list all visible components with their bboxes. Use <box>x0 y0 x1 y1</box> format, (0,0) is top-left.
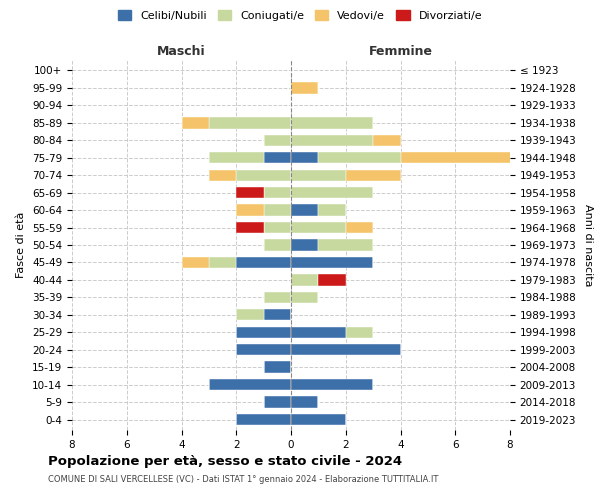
Bar <box>291 204 319 216</box>
Bar <box>209 117 291 128</box>
Bar <box>291 326 346 338</box>
Bar <box>263 396 291 407</box>
Legend: Celibi/Nubili, Coniugati/e, Vedovi/e, Divorziati/e: Celibi/Nubili, Coniugati/e, Vedovi/e, Di… <box>113 6 487 25</box>
Bar <box>236 222 263 233</box>
Bar <box>236 187 263 198</box>
Bar <box>209 170 236 181</box>
Bar <box>346 326 373 338</box>
Bar <box>263 134 291 146</box>
Bar <box>263 187 291 198</box>
Bar <box>291 134 373 146</box>
Bar <box>263 222 291 233</box>
Bar <box>182 257 209 268</box>
Bar <box>319 274 346 285</box>
Bar <box>236 204 263 216</box>
Bar <box>236 170 291 181</box>
Bar <box>236 344 291 356</box>
Bar <box>236 326 291 338</box>
Bar <box>291 396 319 407</box>
Bar <box>263 240 291 250</box>
Bar <box>182 117 209 128</box>
Bar <box>291 117 373 128</box>
Bar <box>291 82 319 94</box>
Bar <box>209 152 263 164</box>
Bar <box>291 292 319 303</box>
Bar <box>346 222 373 233</box>
Y-axis label: Anni di nascita: Anni di nascita <box>583 204 593 286</box>
Bar <box>319 204 346 216</box>
Bar <box>291 187 373 198</box>
Bar <box>236 309 263 320</box>
Bar <box>291 170 346 181</box>
Text: Femmine: Femmine <box>368 46 433 59</box>
Bar <box>373 134 401 146</box>
Bar <box>209 379 291 390</box>
Bar <box>401 152 538 164</box>
Bar <box>236 257 291 268</box>
Bar <box>291 414 346 425</box>
Bar <box>291 257 373 268</box>
Bar <box>236 414 291 425</box>
Y-axis label: Fasce di età: Fasce di età <box>16 212 26 278</box>
Text: Popolazione per età, sesso e stato civile - 2024: Popolazione per età, sesso e stato civil… <box>48 455 402 468</box>
Bar <box>291 152 319 164</box>
Bar <box>291 240 319 250</box>
Bar <box>319 152 401 164</box>
Bar <box>291 379 373 390</box>
Bar <box>291 274 319 285</box>
Bar <box>263 362 291 373</box>
Bar <box>263 292 291 303</box>
Bar <box>209 257 236 268</box>
Bar <box>263 152 291 164</box>
Text: COMUNE DI SALI VERCELLESE (VC) - Dati ISTAT 1° gennaio 2024 - Elaborazione TUTTI: COMUNE DI SALI VERCELLESE (VC) - Dati IS… <box>48 475 439 484</box>
Text: Maschi: Maschi <box>157 46 206 59</box>
Bar <box>263 204 291 216</box>
Bar <box>319 240 373 250</box>
Bar <box>346 170 401 181</box>
Bar <box>291 222 346 233</box>
Bar <box>263 309 291 320</box>
Bar <box>291 344 401 356</box>
